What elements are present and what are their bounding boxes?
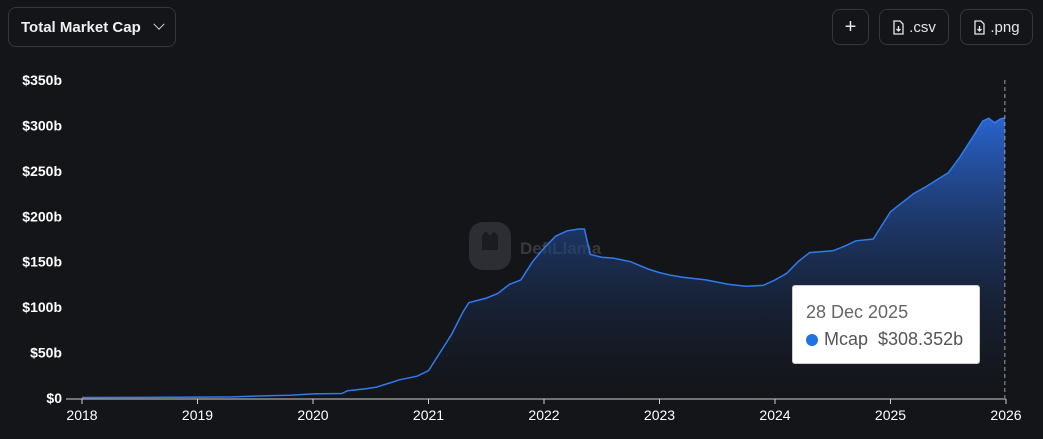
chart-tooltip: 28 Dec 2025 Mcap $308.352b [792, 285, 980, 364]
download-csv-label: .csv [909, 18, 936, 36]
add-button-label: + [844, 15, 857, 38]
metric-select-label: Total Market Cap [21, 18, 141, 36]
y-tick-label: $150b [22, 254, 62, 270]
x-tick-label: 2021 [413, 407, 444, 423]
x-tick-label: 2019 [182, 407, 213, 423]
y-tick-label: $50b [30, 345, 62, 361]
add-button[interactable]: + [832, 9, 869, 45]
y-tick-label: $100b [22, 299, 62, 315]
x-tick-label: 2023 [644, 407, 675, 423]
download-png-button[interactable]: .png [960, 9, 1033, 45]
series-dot [806, 333, 818, 346]
llama-logo-icon [469, 222, 511, 270]
x-tick-label: 2024 [759, 407, 790, 423]
y-tick-label: $250b [22, 163, 62, 179]
x-tick-label: 2026 [990, 407, 1021, 423]
tooltip-date: 28 Dec 2025 [806, 302, 909, 322]
download-png-label: .png [990, 18, 1020, 36]
y-tick-label: $200b [22, 208, 62, 224]
y-tick-label: $300b [22, 117, 62, 133]
file-download-icon [974, 19, 986, 35]
y-tick-label: $0 [46, 390, 62, 406]
y-tick-label: $350b [22, 72, 62, 88]
download-csv-button[interactable]: .csv [879, 9, 949, 45]
tooltip-value: $308.352b [878, 329, 964, 349]
series-area-mcap [82, 117, 1005, 399]
series-line-mcap [81, 117, 1006, 399]
metric-select[interactable]: Total Market Cap [8, 7, 176, 47]
x-tick-label: 2018 [66, 407, 97, 423]
file-download-icon [893, 19, 904, 35]
tooltip-series-name: Mcap [824, 329, 869, 349]
x-tick-label: 2025 [875, 407, 906, 423]
x-tick-label: 2022 [528, 407, 559, 423]
x-tick-label: 2020 [297, 407, 328, 423]
